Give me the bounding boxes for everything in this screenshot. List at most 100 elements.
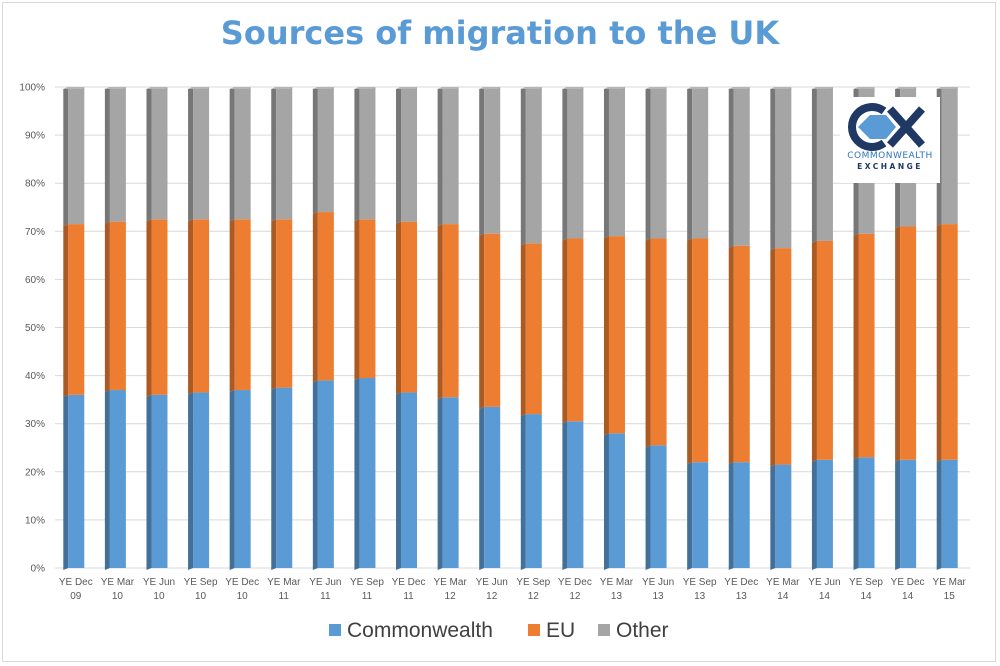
bar-group [728, 87, 750, 570]
bar-segment-side [63, 87, 69, 227]
x-tick-label: 15 [944, 591, 956, 602]
x-tick-label: YE Sep [516, 577, 550, 588]
bar-segment-side [396, 87, 402, 224]
bar-segment-other [442, 87, 459, 225]
bar-segment-side [188, 87, 194, 222]
bar-group [271, 87, 293, 570]
bar-segment-other [775, 87, 792, 249]
bar-segment-other [193, 87, 210, 220]
bar-segment-eu [941, 224, 958, 460]
bar-segment-side [603, 87, 609, 239]
bar-group [645, 87, 667, 570]
y-tick-label: 20% [25, 467, 45, 478]
y-tick-label: 40% [25, 371, 45, 382]
bar-segment-commonwealth [484, 406, 501, 568]
bar-segment-other [359, 87, 376, 220]
bar-top-cap [562, 87, 584, 89]
bar-top-cap [728, 87, 750, 89]
bar-segment-other [151, 87, 168, 220]
bar-top-cap [312, 87, 334, 89]
bar-segment-side [853, 233, 859, 460]
bar-segment-commonwealth [151, 394, 168, 568]
bar-segment-side [229, 87, 235, 222]
x-tick-label: 10 [153, 591, 165, 602]
bar-segment-commonwealth [775, 464, 792, 568]
legend-label-eu: EU [546, 619, 575, 642]
x-tick-label: YE Jun [642, 577, 674, 588]
x-tick-label: YE Mar [267, 577, 301, 588]
bar-segment-side [936, 224, 942, 462]
bar-top-cap [354, 87, 376, 89]
bar-segment-eu [608, 236, 625, 434]
bar-group [770, 87, 792, 570]
bar-segment-side [645, 238, 651, 448]
bar-segment-side [603, 236, 609, 436]
y-tick-label: 10% [25, 515, 45, 526]
x-tick-label: YE Jun [309, 577, 341, 588]
bar-segment-commonwealth [276, 387, 293, 568]
bar-group [479, 87, 501, 570]
x-tick-label: 14 [902, 591, 914, 602]
bar-segment-side [63, 224, 69, 397]
x-tick-label: 09 [70, 591, 82, 602]
x-tick-label: YE Dec [724, 577, 758, 588]
bar-segment-side [104, 221, 110, 393]
bar-segment-eu [900, 226, 917, 460]
legend-swatch-other [598, 624, 610, 636]
bar-top-cap [770, 87, 792, 89]
bar-segment-other [484, 87, 501, 234]
x-tick-label: YE Mar [101, 577, 135, 588]
bar-top-cap [520, 87, 542, 89]
y-tick-label: 90% [25, 131, 45, 142]
bar-segment-side [437, 224, 443, 400]
bar-segment-commonwealth [193, 392, 210, 568]
bar-segment-eu [234, 219, 251, 391]
bar-segment-eu [816, 240, 833, 460]
bar-top-cap [853, 87, 875, 89]
bar-segment-side [104, 390, 110, 570]
bar-top-cap [63, 87, 85, 89]
bar-segment-side [728, 87, 734, 248]
legend-swatch-eu [528, 624, 540, 636]
bar-segment-other [650, 87, 667, 239]
bar-segment-eu [733, 245, 750, 463]
bar-segment-eu [276, 219, 293, 388]
bar-segment-commonwealth [68, 394, 85, 568]
logo-text-commonwealth: COMMONWEALTH [847, 151, 933, 161]
bar-top-cap [437, 87, 459, 89]
bar-segment-commonwealth [401, 392, 418, 568]
bar-group [146, 87, 168, 570]
x-tick-label: 10 [112, 591, 124, 602]
bar-segment-commonwealth [608, 433, 625, 568]
bar-segment-side [603, 433, 609, 570]
bar-segment-eu [567, 238, 584, 422]
bar-group [520, 87, 542, 570]
bar-segment-eu [359, 219, 376, 379]
bar-segment-side [146, 87, 152, 222]
x-tick-label: YE Sep [350, 577, 384, 588]
bar-group [312, 87, 334, 570]
bar-segment-side [562, 87, 568, 241]
bar-segment-other [276, 87, 293, 220]
bar-segment-side [770, 248, 776, 467]
bar-segment-side [271, 387, 277, 570]
bar-segment-eu [692, 238, 709, 463]
x-tick-label: 11 [279, 591, 290, 602]
bar-segment-side [811, 87, 817, 243]
bar-segment-side [229, 219, 235, 393]
bar-segment-other [941, 87, 958, 225]
bar-segment-commonwealth [692, 462, 709, 568]
bar-group [936, 87, 958, 570]
x-tick-label: YE Dec [59, 577, 93, 588]
bar-top-cap [188, 87, 210, 89]
y-tick-label: 30% [25, 419, 45, 430]
commonwealth-exchange-logo: COMMONWEALTH EXCHANGE [840, 97, 940, 183]
bar-segment-side [63, 394, 69, 570]
bar-segment-side [479, 87, 485, 236]
x-tick-label: 10 [237, 591, 249, 602]
y-tick-label: 100% [19, 83, 45, 94]
bar-top-cap [479, 87, 501, 89]
bar-group [687, 87, 709, 570]
bar-segment-side [188, 392, 194, 570]
